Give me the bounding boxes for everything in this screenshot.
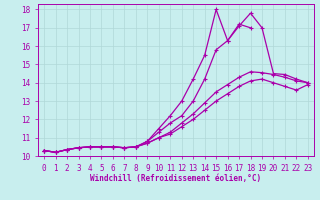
X-axis label: Windchill (Refroidissement éolien,°C): Windchill (Refroidissement éolien,°C) [91, 174, 261, 183]
